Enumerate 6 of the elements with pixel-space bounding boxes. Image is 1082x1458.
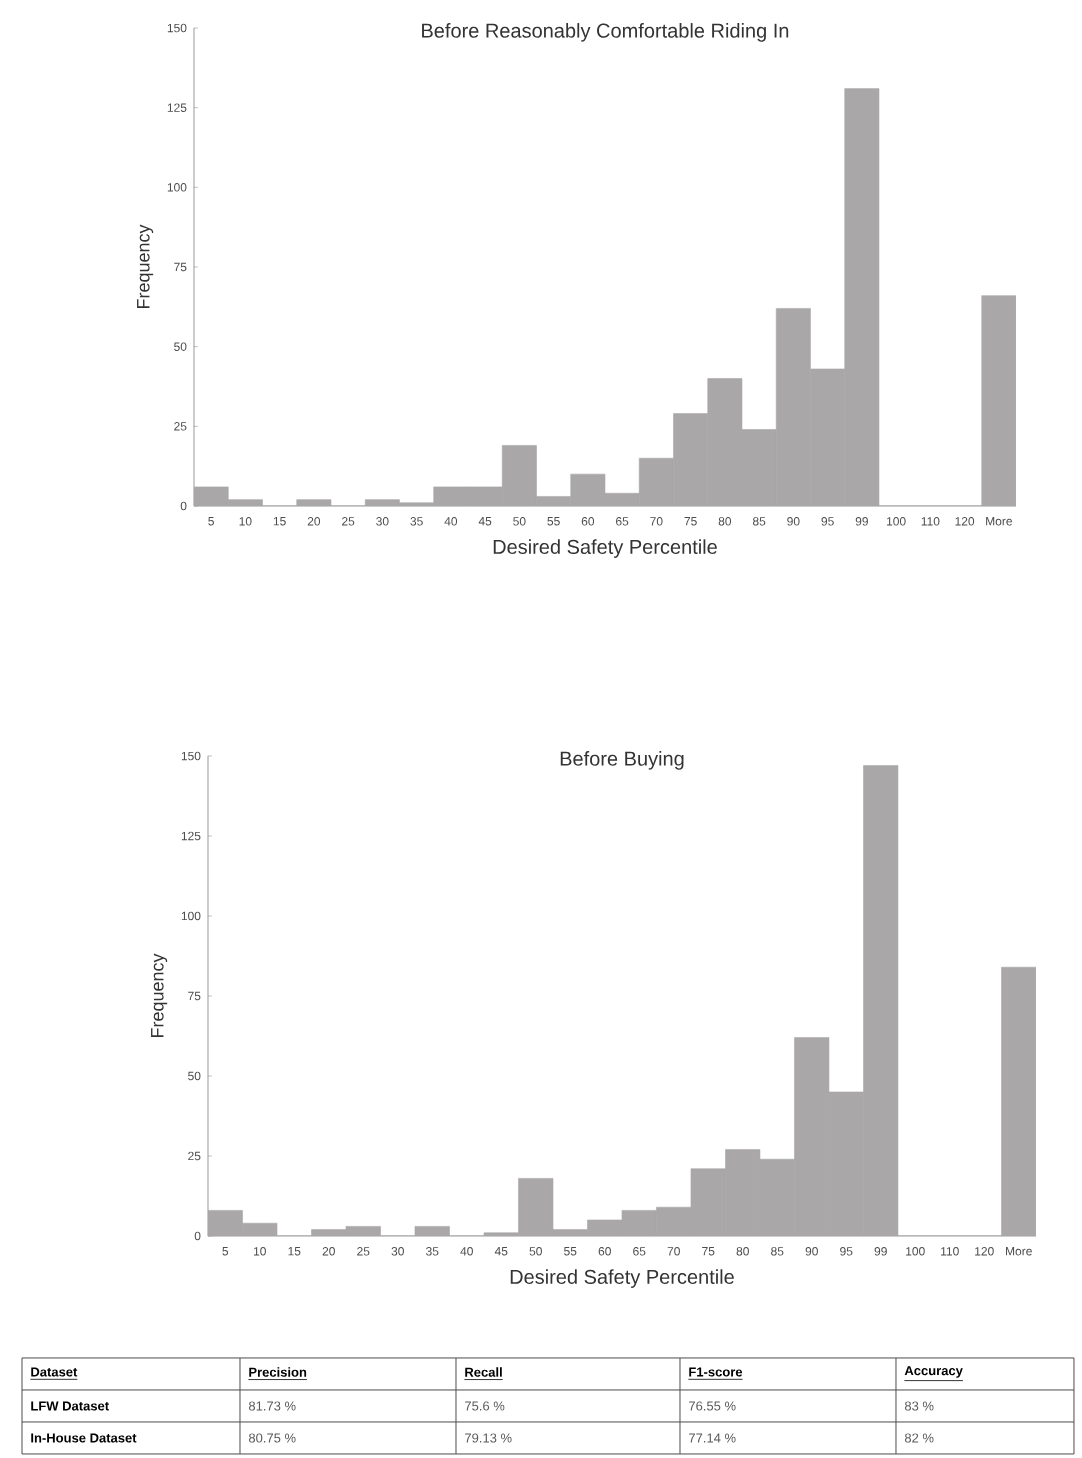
chart-title: Before Reasonably Comfortable Riding In [422, 23, 789, 42]
x-axis-title: Desired Safety Percentile [493, 539, 717, 558]
y-axis-title: Frequency [137, 224, 154, 309]
chart-title: Before Buying [560, 751, 684, 770]
y-axis-title: Frequency [151, 953, 168, 1038]
x-axis-title: Desired Safety Percentile [510, 1269, 734, 1288]
